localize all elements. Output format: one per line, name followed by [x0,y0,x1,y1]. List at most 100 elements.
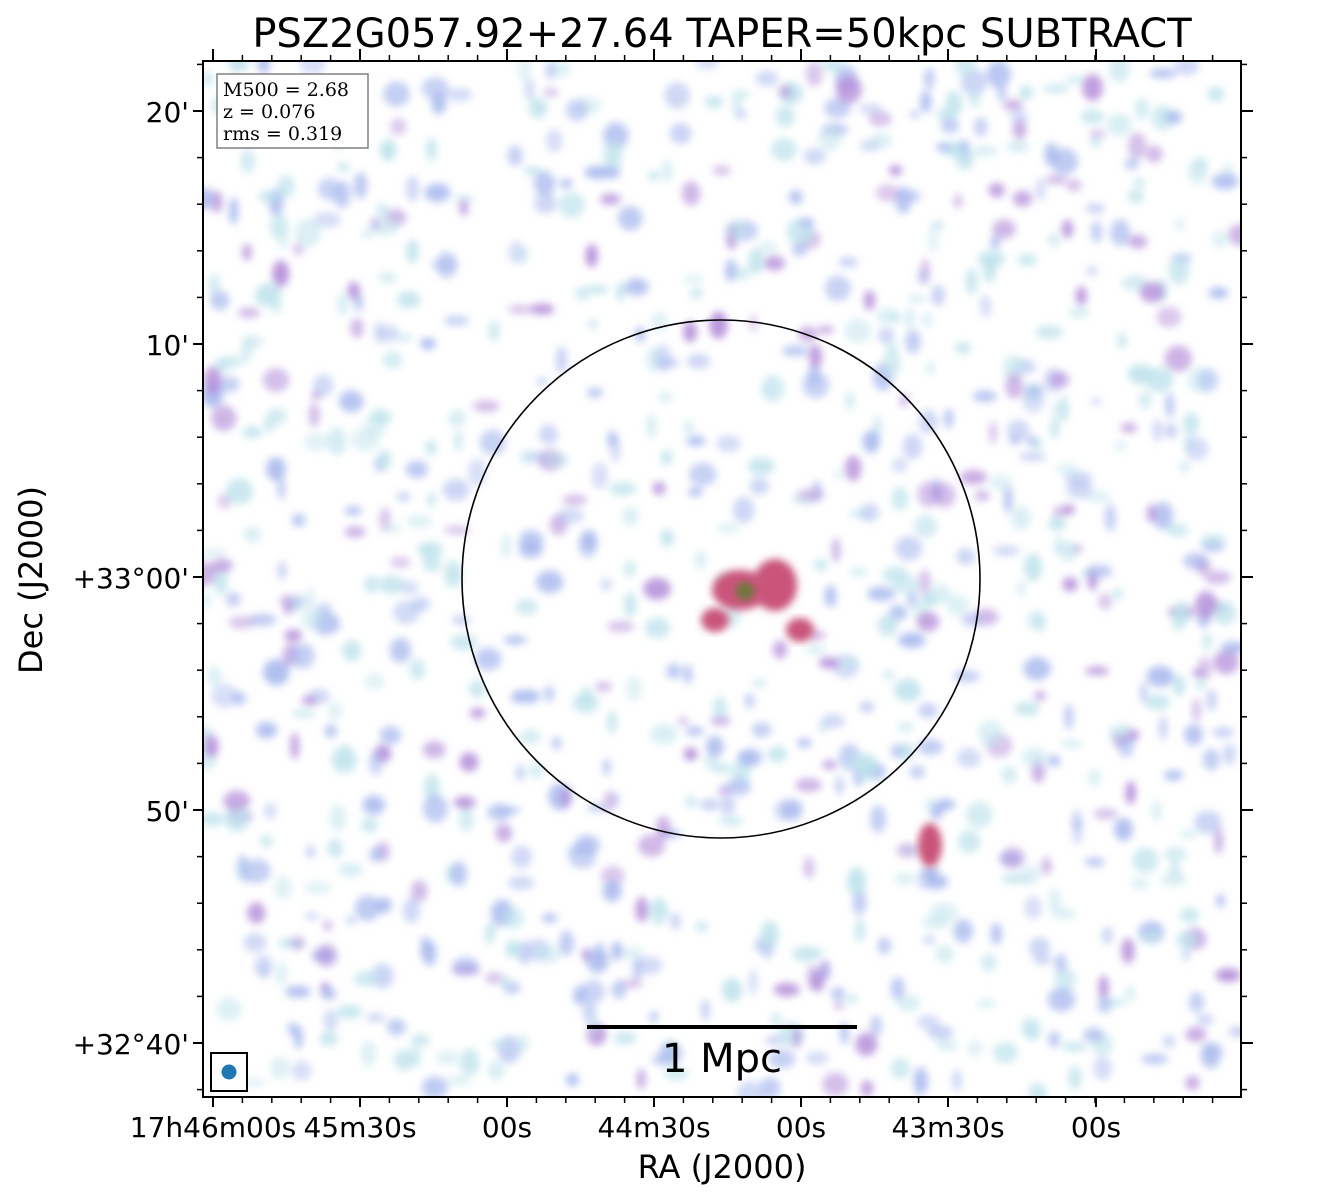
noise-blob [255,283,282,307]
noise-blob [1146,665,1175,687]
info-redshift: z = 0.076 [223,101,315,123]
noise-blob [546,129,563,153]
noise-blob [1152,800,1161,822]
noise-blob [944,408,954,429]
noise-blob [854,918,866,943]
noise-blob [410,880,428,903]
noise-blob [735,266,750,280]
noise-blob [704,95,724,109]
noise-blob [744,692,755,709]
x-tick-label: 17h46m00s [130,1111,297,1144]
noise-blob [913,515,938,538]
noise-blob [247,902,266,924]
noise-blob [916,1014,940,1030]
noise-blob [1001,765,1018,785]
noise-blob [459,199,469,217]
noise-blob [337,162,350,172]
noise-blob [778,85,793,99]
noise-blob [203,549,227,558]
noise-blob [293,1025,303,1050]
noise-blob [337,293,350,316]
noise-blob [687,353,711,369]
noise-blob [920,90,932,113]
noise-blob [1133,177,1146,188]
noise-blob [1060,395,1069,419]
noise-blob [1016,581,1026,597]
noise-blob [427,491,436,508]
noise-blob [340,742,351,769]
noise-blob [353,172,368,199]
noise-blob [600,577,613,591]
noise-blob [896,843,918,859]
noise-blob [935,142,952,152]
noise-blob [990,922,1002,945]
noise-blob [749,968,758,996]
noise-blob [1185,1075,1200,1091]
noise-blob [1156,306,1182,328]
noise-blob [203,592,211,609]
y-tick-label: +32°40' [73,1028,189,1061]
noise-blob [602,880,622,902]
noise-blob [1022,747,1048,767]
noise-blob [1098,975,1109,1001]
noise-blob [534,193,557,214]
noise-blob [878,614,898,637]
noise-blob [650,724,678,745]
noise-blob [705,735,724,758]
noise-blob [712,696,727,718]
noise-blob [409,659,426,681]
noise-blob [1089,129,1106,139]
noise-blob [445,1075,472,1086]
noise-blob [623,560,636,578]
noise-blob [922,934,937,946]
noise-blob [223,790,251,812]
noise-blob [1014,701,1040,716]
noise-blob [907,590,917,608]
noise-blob [966,801,993,829]
noise-blob [1019,452,1047,461]
noise-blob [1006,140,1030,153]
noise-blob [1090,137,1101,148]
noise-blob [344,506,363,516]
noise-blob [1116,723,1131,737]
noise-blob [1211,230,1229,249]
noise-blob [1228,224,1241,246]
noise-blob [1184,724,1203,746]
noise-blob [210,290,230,311]
noise-blob [1142,930,1161,943]
noise-blob [453,194,476,203]
noise-blob [374,897,392,914]
noise-blob [242,243,252,261]
noise-blob [545,61,556,81]
noise-blob [1049,371,1070,389]
noise-blob [775,105,795,128]
noise-blob [313,374,334,397]
noise-blob [389,637,412,664]
noise-blob [1194,591,1218,619]
noise-blob [203,72,214,86]
noise-blob [981,953,997,972]
noise-blob [495,823,513,843]
noise-blob [1173,601,1189,628]
noise-blob [1073,544,1083,553]
noise-blob [677,716,689,726]
noise-blob [507,305,534,314]
noise-blob [1146,504,1157,523]
noise-blob [953,919,973,943]
noise-blob [1114,441,1128,451]
noise-blob [1033,955,1053,965]
x-tick-label: 00s [482,1111,532,1144]
noise-blob [959,469,988,485]
noise-blob [877,937,891,955]
noise-blob [550,61,572,78]
source-emission-southeast [786,618,814,642]
beam-indicator [210,1052,248,1092]
noise-blob [301,610,326,630]
noise-blob [365,1013,386,1022]
noise-blob [910,109,920,119]
noise-blob [1188,991,1205,1013]
noise-blob [295,219,321,248]
noise-blob [890,744,904,758]
noise-blob [822,759,837,770]
